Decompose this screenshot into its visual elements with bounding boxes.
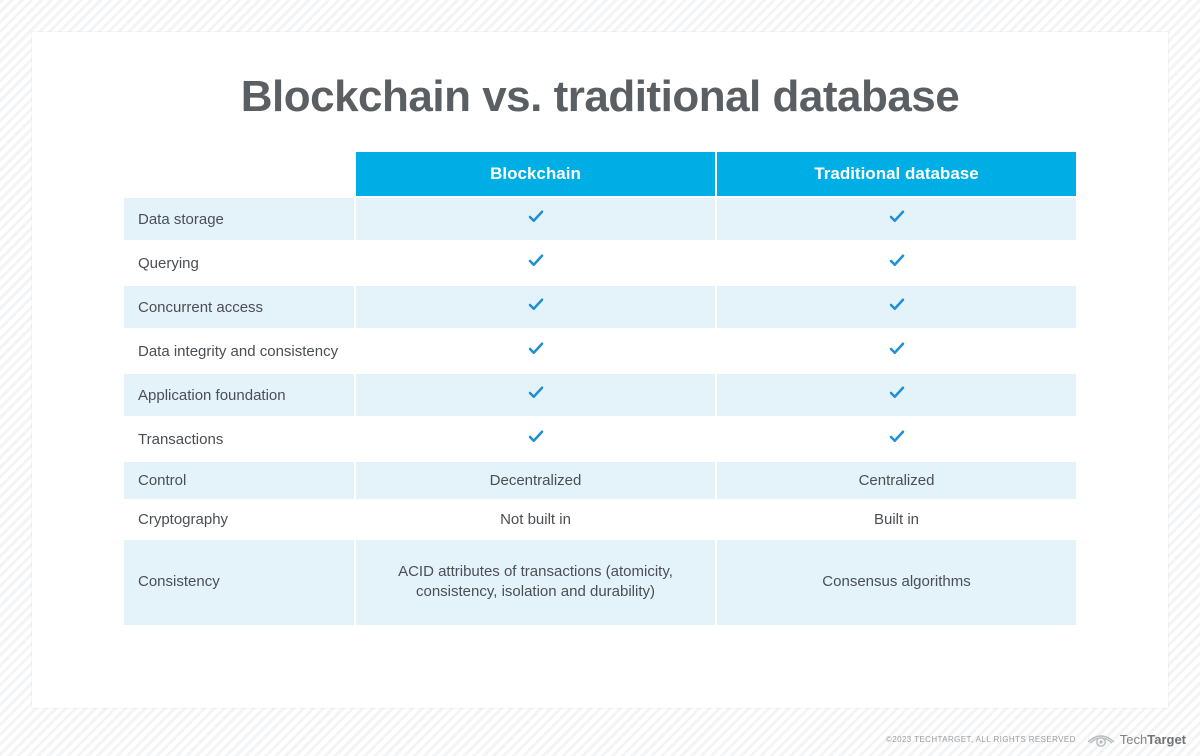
row-label: Data integrity and consistency <box>124 330 354 372</box>
row-value: Consensus algorithms <box>717 540 1076 625</box>
table-row: Data integrity and consistency <box>124 330 1076 372</box>
row-label: Control <box>124 462 354 499</box>
row-label: Transactions <box>124 418 354 460</box>
column-header: Traditional database <box>717 152 1076 196</box>
check-icon <box>527 384 545 402</box>
table-row: ControlDecentralizedCentralized <box>124 462 1076 499</box>
check-icon <box>888 208 906 226</box>
check-icon <box>888 296 906 314</box>
row-label: Consistency <box>124 540 354 625</box>
row-value: Built in <box>717 501 1076 538</box>
row-value <box>356 418 715 460</box>
check-icon <box>527 296 545 314</box>
row-value: Centralized <box>717 462 1076 499</box>
row-value <box>717 418 1076 460</box>
table-row: Querying <box>124 242 1076 284</box>
column-header: Blockchain <box>356 152 715 196</box>
row-value <box>356 198 715 240</box>
header-blank <box>124 152 354 196</box>
check-icon <box>888 340 906 358</box>
check-icon <box>527 252 545 270</box>
table-row: Concurrent access <box>124 286 1076 328</box>
eye-icon <box>1086 730 1116 748</box>
table-row: ConsistencyACID attributes of transactio… <box>124 540 1076 625</box>
table-row: Data storage <box>124 198 1076 240</box>
table-row: Application foundation <box>124 374 1076 416</box>
check-icon <box>527 340 545 358</box>
row-value <box>717 374 1076 416</box>
row-value <box>356 330 715 372</box>
techtarget-logo: TechTarget <box>1086 730 1186 748</box>
row-value <box>717 198 1076 240</box>
copyright-text: ©2023 TECHTARGET, ALL RIGHTS RESERVED <box>886 735 1076 744</box>
table-row: Transactions <box>124 418 1076 460</box>
comparison-card: Blockchain vs. traditional database Bloc… <box>32 32 1168 708</box>
row-value <box>356 374 715 416</box>
row-label: Querying <box>124 242 354 284</box>
row-value <box>356 286 715 328</box>
row-value <box>717 330 1076 372</box>
table-row: CryptographyNot built inBuilt in <box>124 501 1076 538</box>
row-value: Decentralized <box>356 462 715 499</box>
row-label: Concurrent access <box>124 286 354 328</box>
logo-text: TechTarget <box>1120 732 1186 747</box>
row-value <box>717 286 1076 328</box>
check-icon <box>527 428 545 446</box>
table-header-row: Blockchain Traditional database <box>124 152 1076 196</box>
row-label: Cryptography <box>124 501 354 538</box>
check-icon <box>888 384 906 402</box>
row-value: ACID attributes of transactions (atomici… <box>356 540 715 625</box>
footer: ©2023 TECHTARGET, ALL RIGHTS RESERVED Te… <box>886 730 1186 748</box>
row-value <box>356 242 715 284</box>
check-icon <box>888 428 906 446</box>
row-label: Application foundation <box>124 374 354 416</box>
row-value: Not built in <box>356 501 715 538</box>
comparison-table: Blockchain Traditional database Data sto… <box>122 150 1078 627</box>
check-icon <box>888 252 906 270</box>
row-value <box>717 242 1076 284</box>
check-icon <box>527 208 545 226</box>
page-title: Blockchain vs. traditional database <box>122 72 1078 122</box>
row-label: Data storage <box>124 198 354 240</box>
